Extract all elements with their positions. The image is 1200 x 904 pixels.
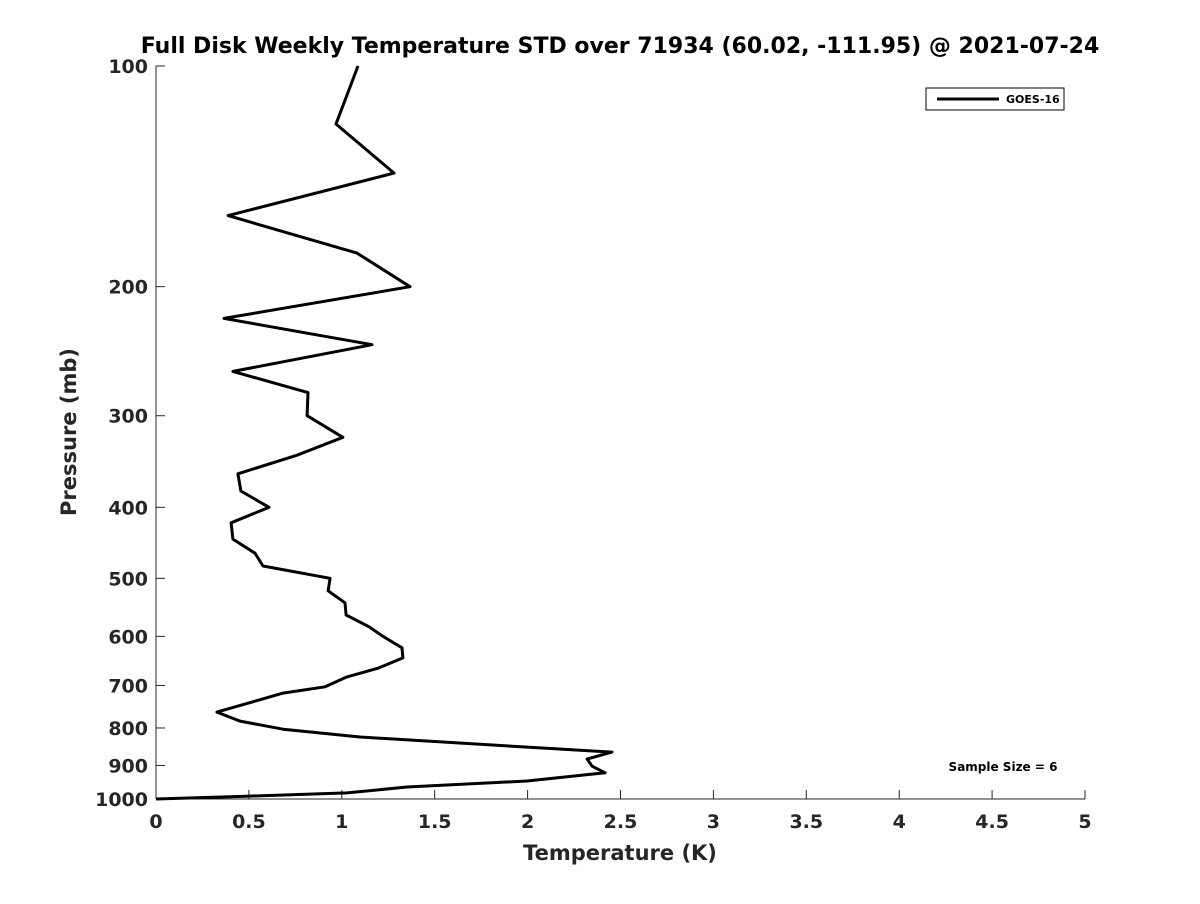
x-tick-label: 2.5 — [604, 811, 638, 833]
y-axis-label: Pressure (mb) — [57, 348, 81, 516]
y-tick-label: 300 — [108, 406, 148, 428]
y-tick-label: 600 — [108, 626, 148, 648]
x-tick-label: 0.5 — [232, 811, 266, 833]
y-tick-label: 500 — [108, 568, 148, 590]
y-tick-label: 800 — [108, 718, 148, 740]
legend: GOES-16 — [925, 87, 1065, 111]
y-tick-label: 1000 — [95, 789, 148, 811]
series-line-goes-16 — [155, 65, 614, 801]
x-tick-label: 4.5 — [975, 811, 1009, 833]
x-tick-label: 0 — [149, 811, 162, 833]
x-tick-label: 1.5 — [418, 811, 452, 833]
y-tick-label: 100 — [108, 56, 148, 78]
x-tick-label: 5 — [1078, 811, 1091, 833]
y-tick-label: 200 — [108, 277, 148, 299]
sample-size-annotation: Sample Size = 6 — [949, 760, 1058, 774]
x-axis-label: Temperature (K) — [523, 841, 717, 865]
y-tick-label: 900 — [108, 755, 148, 777]
y-tick-label: 400 — [108, 497, 148, 519]
y-tick-label: 700 — [108, 675, 148, 697]
x-tick-label: 2 — [521, 811, 534, 833]
chart-title: Full Disk Weekly Temperature STD over 71… — [141, 34, 1100, 59]
axes: 0 0.5 1 1.5 2 2.5 3 3.5 4 4.5 5 100 200 300 400 500 600 7… — [95, 56, 1092, 833]
x-tick-label: 3.5 — [789, 811, 823, 833]
x-tick-label: 1 — [335, 811, 348, 833]
legend-label-goes-16: GOES-16 — [1006, 93, 1060, 106]
x-tick-label: 4 — [893, 811, 906, 833]
x-tick-label: 3 — [707, 811, 720, 833]
